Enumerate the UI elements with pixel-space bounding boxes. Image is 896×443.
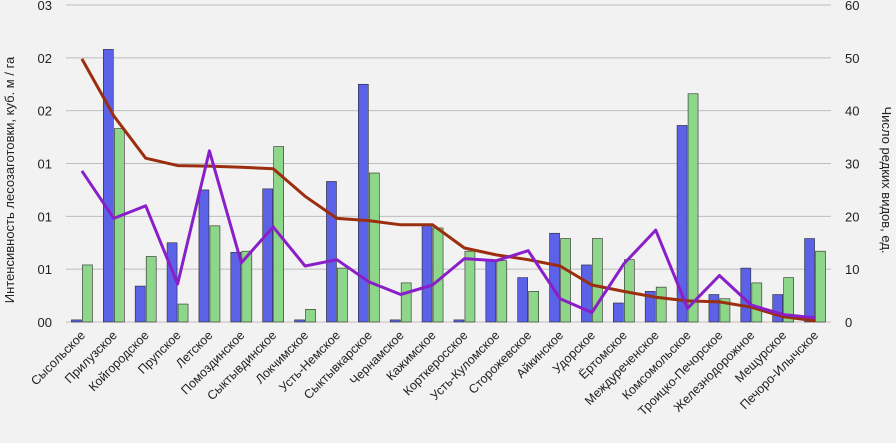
bar bbox=[496, 260, 508, 323]
line-series bbox=[80, 58, 816, 323]
y2-tick-label: 0 bbox=[845, 315, 852, 330]
bar bbox=[400, 282, 412, 323]
bar bbox=[71, 319, 82, 323]
bar bbox=[528, 291, 539, 323]
y2-tick-label: 30 bbox=[845, 157, 859, 172]
bar bbox=[421, 224, 433, 323]
bar bbox=[613, 302, 624, 323]
bar bbox=[294, 319, 305, 323]
y-tick-label: 02 bbox=[38, 51, 52, 66]
bar bbox=[581, 264, 592, 323]
bar bbox=[464, 250, 476, 323]
bar bbox=[177, 303, 189, 323]
y2-tick-label: 60 bbox=[845, 0, 859, 13]
bar bbox=[815, 250, 826, 323]
bar bbox=[241, 250, 253, 323]
bar bbox=[676, 125, 688, 323]
bar bbox=[262, 188, 273, 323]
bar bbox=[134, 285, 146, 323]
bar bbox=[358, 83, 369, 323]
bar bbox=[517, 277, 528, 323]
y-tick-label: 03 bbox=[38, 0, 52, 13]
bar bbox=[305, 309, 316, 323]
y-tick-label: 01 bbox=[38, 209, 52, 224]
y-tick-label: 01 bbox=[38, 262, 52, 277]
bar bbox=[114, 128, 125, 323]
bar bbox=[783, 277, 794, 323]
bar bbox=[772, 294, 783, 323]
bar bbox=[369, 172, 380, 323]
bar bbox=[485, 260, 497, 323]
x-axis-ticks: СысольскоеПрилузскоеКойгородскоеПрупское… bbox=[28, 328, 821, 418]
bar bbox=[209, 225, 221, 323]
bar bbox=[804, 238, 815, 323]
y-tick-label: 02 bbox=[38, 104, 52, 119]
y2-tick-label: 20 bbox=[845, 209, 859, 224]
bar bbox=[145, 256, 157, 323]
bar bbox=[453, 319, 465, 323]
y2-axis-title: Число редких видов, ед. bbox=[879, 106, 894, 253]
bar bbox=[389, 319, 401, 323]
bar bbox=[103, 49, 114, 323]
bar bbox=[719, 298, 731, 323]
bar bbox=[708, 294, 720, 323]
bar bbox=[337, 267, 348, 323]
y2-tick-label: 50 bbox=[845, 51, 859, 66]
bar bbox=[549, 232, 560, 323]
y-axis-title: Интенсивность лесозаготовки, куб. м / га bbox=[2, 56, 17, 303]
bar bbox=[432, 227, 444, 323]
y2-tick-label: 40 bbox=[845, 104, 859, 119]
bar bbox=[326, 181, 337, 323]
right-axis-ticks: 0 10 20 30 40 50 60 bbox=[845, 0, 859, 330]
bar bbox=[560, 238, 571, 323]
bar bbox=[230, 251, 242, 323]
y-tick-label: 00 bbox=[38, 315, 52, 330]
bar bbox=[687, 93, 699, 323]
bar bbox=[751, 282, 763, 323]
bar bbox=[644, 291, 656, 323]
left-axis-ticks: 00 01 01 01 02 02 03 bbox=[38, 0, 52, 330]
bar bbox=[592, 238, 603, 323]
bar bbox=[198, 189, 210, 323]
y-tick-label: 01 bbox=[38, 157, 52, 172]
series-line bbox=[80, 149, 816, 320]
y2-tick-label: 10 bbox=[845, 262, 859, 277]
bar bbox=[82, 264, 93, 323]
bar bbox=[655, 286, 667, 323]
